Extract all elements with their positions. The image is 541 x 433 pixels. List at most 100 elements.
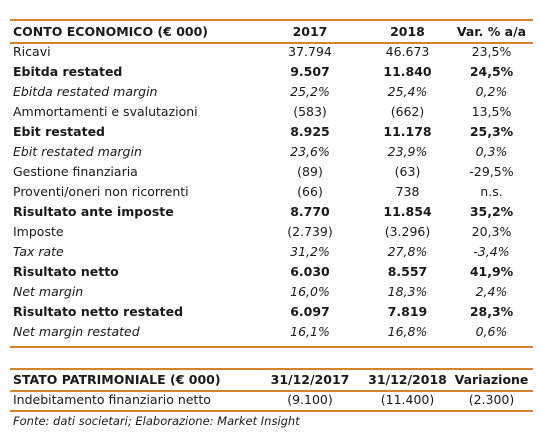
value-2017: 6.030 — [290, 264, 330, 279]
row-label: Ebitda restated — [13, 64, 123, 79]
sp-header-rule — [10, 390, 533, 392]
value-variation: (2.300) — [468, 392, 515, 407]
value-2017: 16,1% — [290, 324, 330, 339]
row-label: Net margin — [13, 284, 84, 299]
value-variation: 28,3% — [469, 304, 514, 319]
value-variation: 41,9% — [469, 264, 514, 279]
source-footnote: Fonte: dati societari; Elaborazione: Mar… — [13, 414, 300, 428]
ce-header-rule — [10, 42, 533, 44]
table-row: Tax rate 31,2% 27,8% -3,4% — [10, 242, 533, 262]
value-variation: 0,6% — [475, 324, 508, 339]
value-variation: 2,4% — [475, 284, 508, 299]
value-variation: 24,5% — [469, 64, 514, 79]
table-row: Imposte (2.739) (3.296) 20,3% — [10, 222, 533, 242]
income-statement-table: CONTO ECONOMICO (€ 000) 2017 2018 Var. %… — [10, 22, 533, 42]
value-2018: 16,8% — [387, 324, 428, 339]
value-variation: -3,4% — [473, 244, 510, 259]
ce-bottom-rule — [10, 346, 533, 348]
row-label: Ebit restated — [13, 124, 105, 139]
header-col-2018: 2018 — [390, 24, 425, 39]
header-label: CONTO ECONOMICO (€ 000) — [13, 24, 209, 39]
row-label: Ricavi — [13, 44, 51, 59]
table-row: Gestione finanziaria (89) (63) -29,5% — [10, 162, 533, 182]
table-row: Ammortamenti e svalutazioni (583) (662) 13,… — [10, 102, 533, 122]
value-2018: 8.557 — [387, 264, 428, 279]
header-col-variation: Var. % a/a — [456, 24, 527, 39]
balance-sheet-body: Indebitamento finanziario netto (9.100) (1… — [10, 390, 533, 410]
value-variation: 23,5% — [471, 44, 512, 59]
value-2017: 31,2% — [290, 244, 330, 259]
table-row: Proventi/oneri non ricorrenti (66) 738 n.s. — [10, 182, 533, 202]
value-variation: 13,5% — [471, 104, 512, 119]
table-row: Risultato ante imposte 8.770 11.854 35,2% — [10, 202, 533, 222]
header-col-2017: 2017 — [292, 24, 328, 39]
value-variation: n.s. — [480, 184, 503, 199]
value-2018: 738 — [395, 184, 420, 199]
balance-sheet-header: STATO PATRIMONIALE (€ 000) 31/12/2017 31… — [10, 370, 533, 390]
row-label: Indebitamento finanziario netto — [13, 392, 211, 407]
table-row: Indebitamento finanziario netto (9.100) (1… — [10, 390, 533, 410]
sp-top-rule — [10, 368, 533, 370]
row-label: Risultato netto — [13, 264, 119, 279]
value-variation: -29,5% — [469, 164, 514, 179]
value-variation: 20,3% — [471, 224, 512, 239]
value-2018: 7.819 — [387, 304, 428, 319]
table-row: Ebit restated margin 23,6% 23,9% 0,3% — [10, 142, 533, 162]
row-label: Ebit restated margin — [13, 144, 142, 159]
row-label: Gestione finanziaria — [13, 164, 138, 179]
value-variation: 25,3% — [469, 124, 514, 139]
table-row: Net margin 16,0% 18,3% 2,4% — [10, 282, 533, 302]
row-label: Imposte — [13, 224, 64, 239]
value-2017: (9.100) — [287, 392, 333, 407]
value-2017: 37.794 — [288, 44, 332, 59]
value-2018: 46.673 — [385, 44, 430, 59]
header-col-2018: 31/12/2018 — [368, 372, 447, 387]
value-2017: (66) — [297, 184, 323, 199]
header-col-2017: 31/12/2017 — [270, 372, 350, 387]
value-2018: (11.400) — [380, 392, 435, 407]
value-2018: 11.178 — [383, 124, 432, 139]
value-2017: 23,6% — [290, 144, 330, 159]
row-label: Risultato ante imposte — [13, 204, 174, 219]
value-2018: (3.296) — [384, 224, 431, 239]
row-label: Risultato netto restated — [13, 304, 184, 319]
value-2018: 23,9% — [387, 144, 428, 159]
value-2018: 11.840 — [383, 64, 432, 79]
ce-top-rule — [10, 19, 533, 21]
sp-bottom-rule — [10, 410, 533, 412]
value-2017: 8.925 — [290, 124, 330, 139]
row-label: Net margin restated — [13, 324, 140, 339]
table-row: Ebitda restated 9.507 11.840 24,5% — [10, 62, 533, 82]
value-2017: 6.097 — [290, 304, 330, 319]
value-2017: (583) — [293, 104, 327, 119]
balance-sheet-table: STATO PATRIMONIALE (€ 000) 31/12/2017 31… — [10, 370, 533, 390]
table-row: Risultato netto 6.030 8.557 41,9% — [10, 262, 533, 282]
table-row: Ebit restated 8.925 11.178 25,3% — [10, 122, 533, 142]
table-row: Ebitda restated margin 25,2% 25,4% 0,2% — [10, 82, 533, 102]
value-variation: 0,2% — [475, 84, 508, 99]
header-label: STATO PATRIMONIALE (€ 000) — [13, 372, 221, 387]
row-label: Ebitda restated margin — [13, 84, 158, 99]
income-statement-body: Ricavi 37.794 46.673 23,5% Ebitda restated 9.… — [10, 42, 533, 342]
income-statement-header: CONTO ECONOMICO (€ 000) 2017 2018 Var. %… — [10, 22, 533, 42]
value-2017: 16,0% — [290, 284, 330, 299]
row-label: Tax rate — [13, 244, 64, 259]
value-variation: 35,2% — [469, 204, 514, 219]
row-label: Ammortamenti e svalutazioni — [13, 104, 198, 119]
table-row: Net margin restated 16,1% 16,8% 0,6% — [10, 322, 533, 342]
value-2018: (662) — [390, 104, 425, 119]
value-2017: 8.770 — [290, 204, 330, 219]
value-2018: (63) — [394, 164, 421, 179]
value-2018: 27,8% — [387, 244, 428, 259]
value-2018: 11.854 — [383, 204, 432, 219]
table-row: Risultato netto restated 6.097 7.819 28,3% — [10, 302, 533, 322]
row-label: Proventi/oneri non ricorrenti — [13, 184, 189, 199]
value-2017: (2.739) — [287, 224, 333, 239]
header-col-variation: Variazione — [454, 372, 529, 387]
table-row: Ricavi 37.794 46.673 23,5% — [10, 42, 533, 62]
value-variation: 0,3% — [475, 144, 508, 159]
value-2017: 25,2% — [290, 84, 330, 99]
value-2018: 18,3% — [387, 284, 428, 299]
value-2018: 25,4% — [387, 84, 428, 99]
value-2017: (89) — [297, 164, 323, 179]
